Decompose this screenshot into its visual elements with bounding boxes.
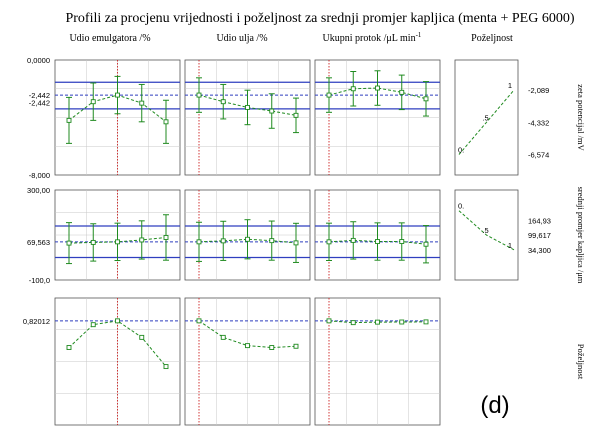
data-point <box>375 319 380 325</box>
data-point <box>163 119 169 125</box>
data-point <box>375 85 380 91</box>
data-point <box>66 345 72 350</box>
data-point <box>220 99 226 105</box>
row-axis-label: zeta potencijal /mV <box>576 84 586 151</box>
y-tick-label: -100,0 <box>29 276 50 285</box>
y-tick-label: 0,0000 <box>27 56 50 65</box>
data-point <box>115 239 120 245</box>
desirability-label: 1 <box>508 241 512 250</box>
data-point <box>423 96 429 102</box>
data-point <box>399 319 405 325</box>
data-point <box>293 343 299 349</box>
data-point <box>350 237 356 243</box>
right-tick-label: 164,93 <box>528 216 551 225</box>
desirability-label: .5 <box>482 226 488 235</box>
desirability-label: .5 <box>482 113 488 122</box>
y-tick-label: -2,442 <box>29 91 50 100</box>
data-point <box>245 104 250 110</box>
data-point <box>269 345 275 350</box>
column-title-4: Poželjnost <box>471 33 513 44</box>
panel-label: (d) <box>480 392 509 419</box>
data-point <box>90 322 96 328</box>
desirability-line <box>458 210 515 251</box>
profile-line <box>198 238 297 244</box>
data-point <box>139 237 145 243</box>
chart-title: Profili za procjenu vrijednosti i poželj… <box>65 11 574 26</box>
data-point <box>115 318 120 324</box>
desirability-label: 1 <box>508 81 512 90</box>
data-point <box>220 238 226 244</box>
desirability-label: 0. <box>458 146 464 155</box>
data-point <box>139 100 145 106</box>
data-point <box>245 343 250 349</box>
data-point <box>326 92 332 98</box>
right-tick-label: -6,574 <box>528 151 549 160</box>
data-point <box>90 239 96 245</box>
data-point <box>423 241 429 247</box>
data-point <box>115 92 120 98</box>
data-point <box>220 334 226 340</box>
desirability-label: 0. <box>458 202 464 211</box>
y-tick-label: -2,442 <box>29 98 50 107</box>
data-point <box>196 92 202 98</box>
data-point <box>139 334 145 340</box>
data-point <box>269 108 275 114</box>
column-title-3: Ukupni protok /μL min-1 <box>323 31 422 44</box>
data-point <box>66 240 72 246</box>
column-title-2: Udio ulja /% <box>216 33 267 44</box>
column-title-3-text: Ukupni protok /μL min <box>323 33 416 44</box>
data-point <box>350 86 356 92</box>
y-tick-label: 300,00 <box>27 186 50 195</box>
profile-line <box>68 236 167 244</box>
row-axis-label: Poželjnost <box>576 344 586 380</box>
data-point <box>399 239 405 244</box>
profile-line <box>328 87 427 100</box>
data-point <box>399 89 405 95</box>
plot-area: 0,0000 -2,442-2,442 -8,000 0. .5 1 -2,089 -4,33… <box>23 56 586 426</box>
y-tick-label: 69,563 <box>27 238 50 247</box>
right-tick-label: -4,332 <box>528 118 549 127</box>
data-point <box>423 319 429 325</box>
profile-line <box>198 320 297 349</box>
data-point <box>196 318 202 324</box>
right-tick-label: 99,617 <box>528 231 551 240</box>
y-tick-label: 0,82012 <box>23 317 50 326</box>
desirability-frame <box>454 59 519 176</box>
data-point <box>245 236 250 242</box>
data-point <box>350 320 356 326</box>
profile-line <box>328 320 427 324</box>
data-point <box>326 239 332 245</box>
data-point <box>326 318 332 324</box>
data-point <box>163 364 169 370</box>
data-point <box>163 235 169 240</box>
y-tick-label: -8,000 <box>29 171 50 180</box>
data-point <box>66 117 72 123</box>
desirability-line <box>458 89 515 155</box>
data-point <box>293 240 299 246</box>
data-point <box>269 238 275 244</box>
column-title-3-sup: -1 <box>416 31 422 39</box>
right-tick-label: -2,089 <box>528 86 549 95</box>
profile-line <box>328 239 427 245</box>
data-point <box>196 239 202 245</box>
column-title-1: Udio emulgatora /% <box>69 33 150 44</box>
right-tick-label: 34,300 <box>528 246 551 255</box>
row-axis-label: srednji promjer kapljica /μm <box>576 187 586 284</box>
data-point <box>293 112 299 118</box>
data-point <box>375 239 380 244</box>
data-point <box>90 99 96 105</box>
